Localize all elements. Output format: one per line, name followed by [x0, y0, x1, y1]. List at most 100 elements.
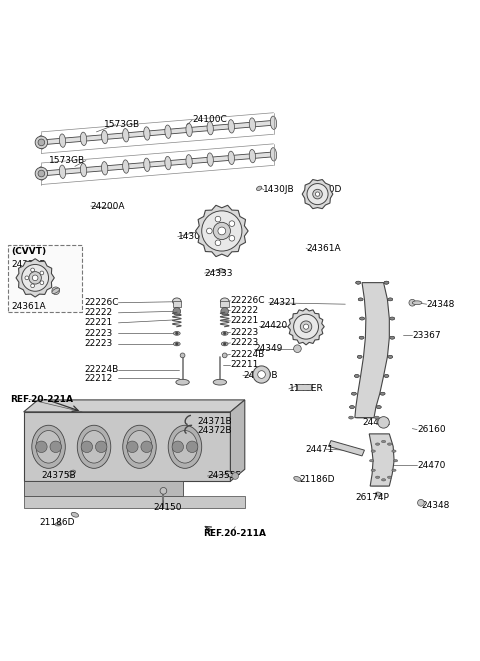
Ellipse shape: [168, 425, 202, 469]
Text: 22222: 22222: [230, 306, 259, 315]
Ellipse shape: [412, 301, 422, 305]
Circle shape: [294, 345, 301, 352]
Circle shape: [223, 332, 226, 335]
Text: 24355F: 24355F: [207, 471, 241, 481]
Text: 22226C: 22226C: [230, 296, 265, 305]
Polygon shape: [328, 441, 364, 456]
Text: 24150: 24150: [153, 503, 181, 512]
Ellipse shape: [382, 479, 386, 481]
Text: 24371B: 24371B: [197, 417, 231, 426]
Ellipse shape: [384, 281, 389, 284]
Circle shape: [215, 240, 221, 246]
Ellipse shape: [60, 134, 66, 147]
Ellipse shape: [351, 392, 356, 395]
Ellipse shape: [256, 186, 262, 190]
Ellipse shape: [376, 406, 381, 408]
Text: 22223: 22223: [84, 339, 113, 348]
Ellipse shape: [374, 416, 379, 419]
Circle shape: [22, 264, 48, 292]
Circle shape: [31, 268, 35, 272]
Text: 24350D: 24350D: [306, 185, 341, 194]
Circle shape: [81, 441, 93, 453]
Circle shape: [232, 473, 239, 479]
Ellipse shape: [173, 342, 180, 346]
Ellipse shape: [390, 317, 395, 320]
Ellipse shape: [222, 353, 227, 358]
Circle shape: [50, 441, 61, 453]
Circle shape: [38, 170, 45, 177]
Ellipse shape: [180, 353, 185, 358]
Text: 23367: 23367: [412, 330, 441, 340]
Circle shape: [172, 441, 183, 453]
Circle shape: [186, 441, 198, 453]
Circle shape: [418, 500, 424, 506]
Ellipse shape: [32, 425, 65, 469]
Text: 21186D: 21186D: [300, 475, 335, 485]
Ellipse shape: [394, 459, 398, 462]
Ellipse shape: [221, 331, 228, 335]
Text: 24361A: 24361A: [306, 244, 341, 253]
Text: 1140ER: 1140ER: [289, 385, 324, 393]
Polygon shape: [302, 180, 333, 209]
Text: 22226C: 22226C: [84, 298, 119, 307]
Ellipse shape: [388, 298, 393, 301]
Polygon shape: [24, 412, 230, 481]
Text: 24348: 24348: [421, 500, 449, 510]
Ellipse shape: [127, 430, 152, 463]
Ellipse shape: [81, 132, 87, 145]
Text: 24375B: 24375B: [41, 471, 75, 480]
Ellipse shape: [390, 317, 395, 320]
Ellipse shape: [390, 336, 395, 339]
Ellipse shape: [360, 317, 364, 320]
Ellipse shape: [144, 158, 150, 171]
Text: 24321: 24321: [269, 298, 297, 307]
Ellipse shape: [349, 406, 354, 408]
Circle shape: [127, 441, 138, 453]
Text: 22212: 22212: [84, 374, 113, 383]
Circle shape: [221, 307, 228, 315]
Polygon shape: [24, 481, 182, 496]
Text: 22222: 22222: [84, 308, 113, 317]
Ellipse shape: [81, 163, 87, 176]
Circle shape: [213, 222, 230, 239]
Circle shape: [31, 284, 35, 288]
Text: 24211: 24211: [214, 213, 242, 222]
Ellipse shape: [388, 298, 393, 301]
Ellipse shape: [376, 406, 381, 408]
Text: 1573GB: 1573GB: [48, 156, 84, 165]
Text: 24349: 24349: [254, 344, 283, 353]
Ellipse shape: [82, 430, 107, 463]
Ellipse shape: [186, 155, 192, 168]
Text: REF.20-211A: REF.20-211A: [203, 529, 265, 539]
Text: 24348: 24348: [427, 299, 455, 309]
Text: 26160: 26160: [417, 425, 446, 434]
Ellipse shape: [221, 342, 228, 346]
Circle shape: [52, 287, 60, 295]
Ellipse shape: [68, 470, 75, 476]
Ellipse shape: [392, 469, 396, 471]
Text: REF.20-221A: REF.20-221A: [10, 395, 73, 404]
Ellipse shape: [52, 288, 60, 293]
Ellipse shape: [270, 147, 276, 161]
Circle shape: [96, 441, 107, 453]
Circle shape: [141, 441, 153, 453]
Ellipse shape: [38, 136, 45, 149]
Bar: [172, 301, 181, 307]
Circle shape: [253, 366, 270, 383]
Circle shape: [303, 324, 309, 329]
Circle shape: [258, 371, 265, 378]
Circle shape: [36, 441, 47, 453]
Ellipse shape: [390, 336, 395, 339]
Circle shape: [315, 192, 320, 196]
Polygon shape: [298, 384, 311, 391]
Ellipse shape: [351, 392, 356, 395]
Circle shape: [35, 136, 48, 149]
Text: 24333: 24333: [204, 268, 233, 278]
Text: 1573GB: 1573GB: [104, 120, 140, 129]
Ellipse shape: [392, 450, 396, 452]
Ellipse shape: [207, 153, 213, 167]
Circle shape: [29, 272, 41, 284]
Text: 22211: 22211: [230, 360, 259, 369]
Circle shape: [25, 276, 29, 280]
Ellipse shape: [249, 149, 255, 163]
